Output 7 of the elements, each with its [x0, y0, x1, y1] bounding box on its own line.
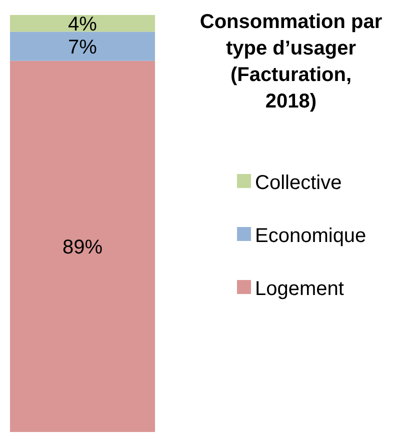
legend-label: Economique [255, 225, 366, 247]
text: Consommation par type d’usager (Facturation, 2018) [200, 11, 382, 112]
data-label: 89% [62, 236, 103, 258]
legend-label: Logement [255, 278, 344, 300]
data-label: 7% [68, 36, 98, 58]
data-label: 4% [68, 13, 98, 36]
legend-label: Collective [255, 172, 342, 194]
